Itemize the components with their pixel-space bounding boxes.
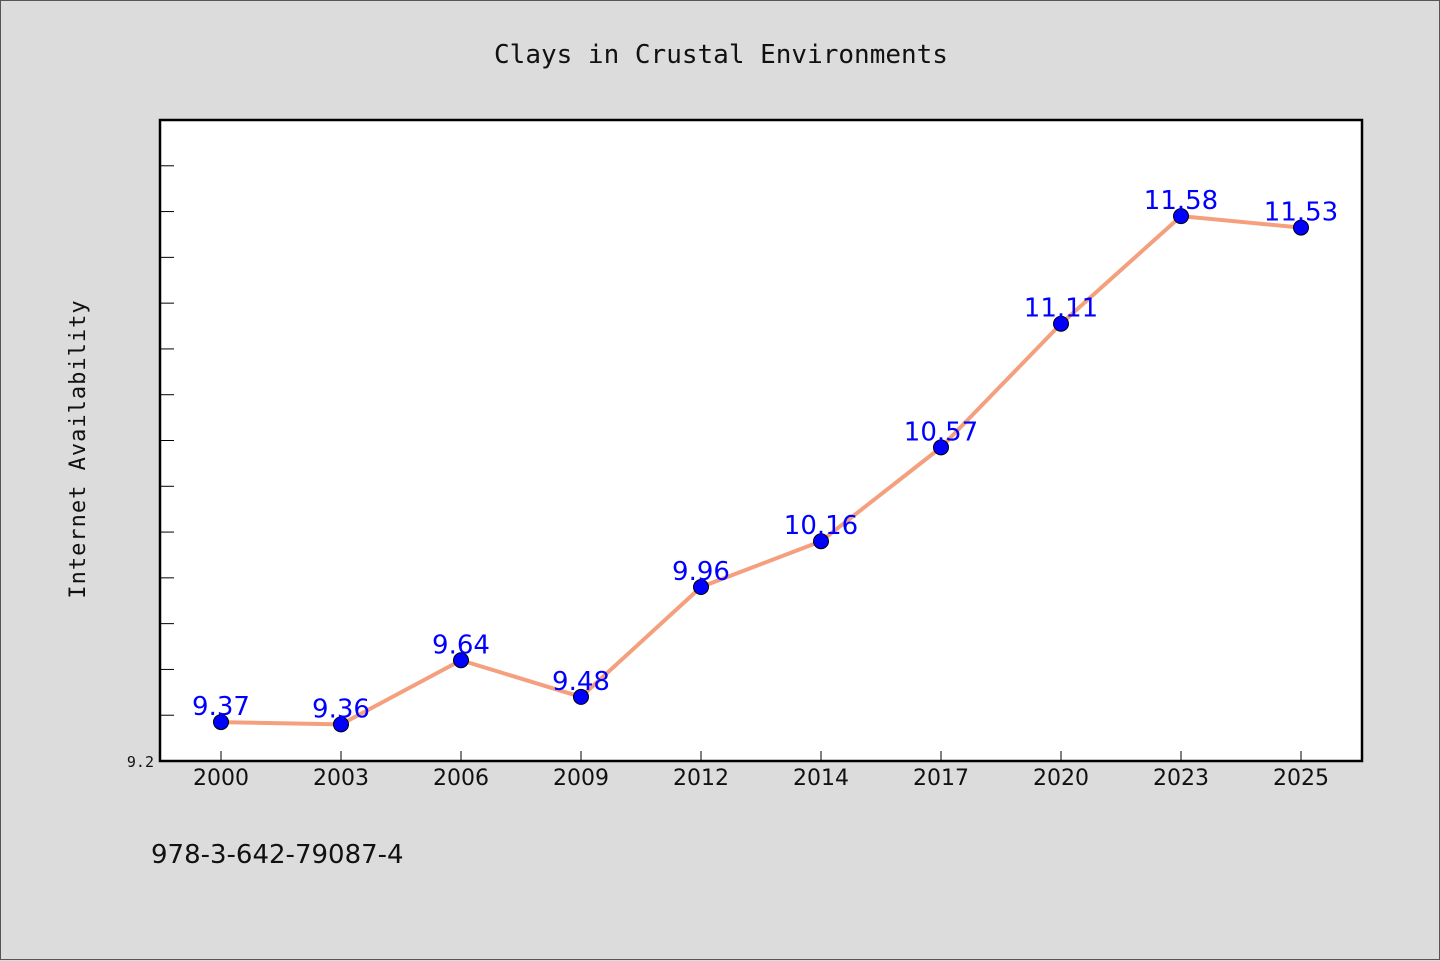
chart-title: Clays in Crustal Environments (494, 40, 948, 70)
x-tick-label: 2025 (1273, 766, 1329, 791)
data-point-label: 9.36 (312, 694, 370, 724)
data-point-marker (693, 579, 709, 596)
data-point-label: 9.48 (552, 667, 610, 697)
x-tick-label: 2012 (673, 766, 729, 791)
y-axis-label: Internet Availability (66, 299, 91, 598)
data-label-group: 9.37 9.36 9.64 9.48 9.96 10.16 10.57 11.11 11.58… (192, 186, 1338, 724)
isbn-footer: 978-3-642-79087-4 (151, 840, 404, 870)
data-point-marker (1293, 219, 1309, 236)
data-point-marker (813, 533, 829, 550)
y-axis-ticks: 9.2 (127, 119, 174, 771)
marker-group (213, 208, 1309, 733)
data-point-label: 11.53 (1264, 198, 1338, 228)
x-tick-label: 2003 (313, 766, 369, 791)
x-tick-label: 2020 (1033, 766, 1089, 791)
data-point-marker (333, 716, 349, 733)
data-point-label: 10.16 (784, 511, 858, 541)
data-point-marker (933, 439, 949, 456)
x-tick-label: 2006 (433, 766, 489, 791)
y-tick-label: 9.2 (127, 753, 154, 771)
x-tick-label: 2023 (1153, 766, 1209, 791)
data-point-marker (453, 652, 469, 669)
data-point-label: 9.37 (192, 692, 250, 722)
data-point-label: 11.58 (1144, 186, 1218, 216)
x-tick-label: 2009 (553, 766, 609, 791)
data-point-label: 10.57 (904, 417, 978, 447)
plot-area (158, 118, 1364, 763)
x-axis-ticks: 2000 2003 2006 2009 2012 2014 2017 2020 2023 2025 (193, 751, 1329, 791)
data-point-label: 11.11 (1024, 294, 1098, 324)
series-line (219, 214, 1303, 727)
series-line-group (219, 214, 1303, 727)
data-point-marker (213, 714, 229, 731)
x-tick-label: 2017 (913, 766, 969, 791)
x-tick-label: 2000 (193, 766, 249, 791)
data-point-marker (1173, 208, 1189, 225)
data-point-marker (573, 688, 589, 705)
data-point-label: 9.64 (432, 630, 490, 660)
x-tick-label: 2014 (793, 766, 849, 791)
data-point-marker (1053, 315, 1069, 332)
data-point-label: 9.96 (672, 557, 730, 587)
